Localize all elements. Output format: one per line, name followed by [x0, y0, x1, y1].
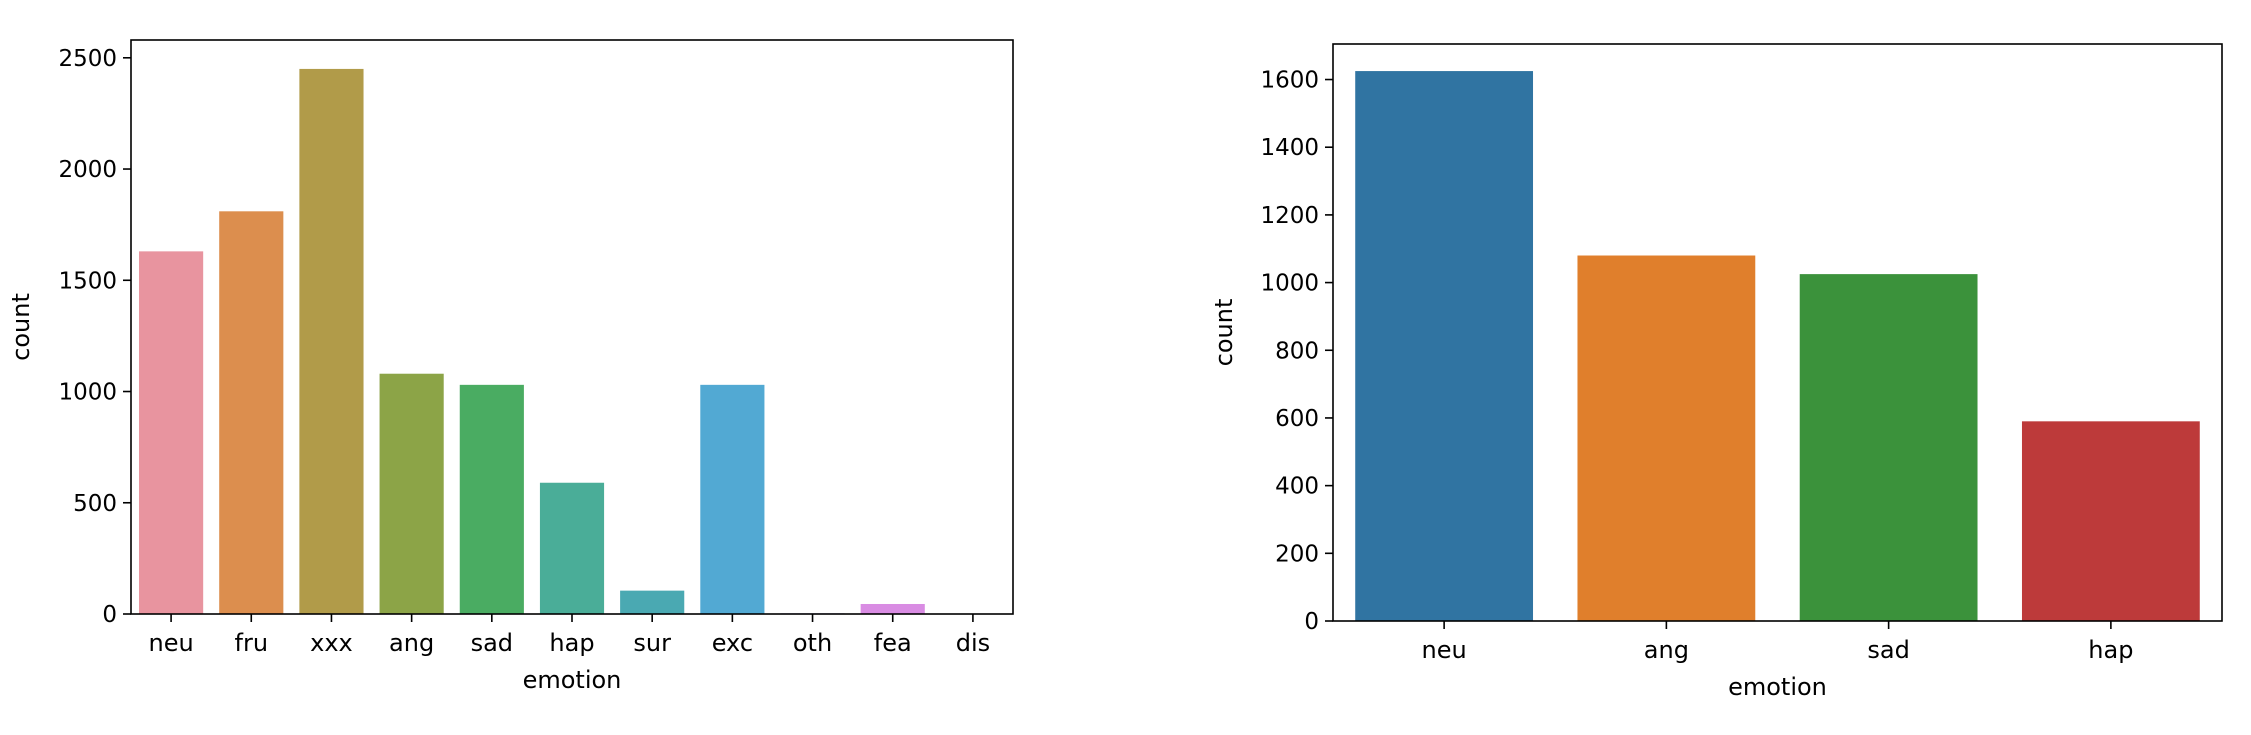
x-tick-label: sad: [471, 629, 513, 657]
x-tick-label: ang: [1644, 636, 1689, 664]
y-tick-label: 2500: [58, 46, 117, 72]
bar-fru: [219, 211, 283, 614]
bar-hap: [540, 483, 604, 614]
y-tick-label: 1200: [1260, 203, 1319, 229]
x-tick-label: neu: [148, 629, 193, 657]
bar-exc: [700, 385, 764, 614]
x-axis-label: emotion: [1728, 673, 1827, 701]
x-axis-label: emotion: [523, 666, 622, 694]
y-tick-label: 500: [73, 491, 117, 517]
bar-ang: [380, 374, 444, 614]
y-tick-label: 1000: [58, 380, 117, 406]
y-tick-label: 200: [1275, 541, 1319, 567]
emotion-count-chart-selected: 0 200 400 600 800 1000 1200 1400 1600 neu ang sad ha…: [1210, 44, 2222, 701]
bar-fea: [861, 604, 925, 614]
y-tick-label: 1400: [1260, 135, 1319, 161]
x-tick-label: fea: [874, 629, 912, 657]
y-tick-label: 1500: [58, 268, 117, 294]
x-tick-label: ang: [389, 629, 434, 657]
y-tick-label: 600: [1275, 406, 1319, 432]
y-axis-label: count: [1210, 299, 1238, 367]
x-tick-label: neu: [1422, 636, 1467, 664]
x-tick-label: fru: [235, 629, 269, 657]
bar-sad: [460, 385, 524, 614]
y-tick-label: 0: [102, 602, 117, 628]
bar-neu: [139, 251, 203, 614]
y-tick-label: 1000: [1260, 271, 1319, 297]
bar-xxx: [299, 69, 363, 614]
x-tick-label: sur: [633, 629, 671, 657]
y-tick-label: 0: [1304, 609, 1319, 635]
x-tick-label: dis: [956, 629, 990, 657]
y-tick-label: 400: [1275, 474, 1319, 500]
y-tick-label: 2000: [58, 157, 117, 183]
bar-ang: [1577, 256, 1755, 621]
y-tick-label: 1600: [1260, 68, 1319, 94]
x-tick-label: hap: [2088, 636, 2133, 664]
x-tick-label: hap: [549, 629, 594, 657]
bar-neu: [1355, 71, 1533, 621]
x-tick-label: xxx: [310, 629, 353, 657]
bar-sad: [1800, 274, 1978, 621]
x-tick-label: oth: [793, 629, 832, 657]
bar-hap: [2022, 421, 2200, 621]
bar-sur: [620, 591, 684, 614]
y-axis-label: count: [7, 293, 35, 361]
emotion-count-chart-all: 0 500 1000 1500 2000 2500 neu fru xxx ang sad hap su…: [7, 40, 1013, 694]
x-tick-label: exc: [712, 629, 753, 657]
y-tick-label: 800: [1275, 338, 1319, 364]
x-tick-label: sad: [1867, 636, 1909, 664]
